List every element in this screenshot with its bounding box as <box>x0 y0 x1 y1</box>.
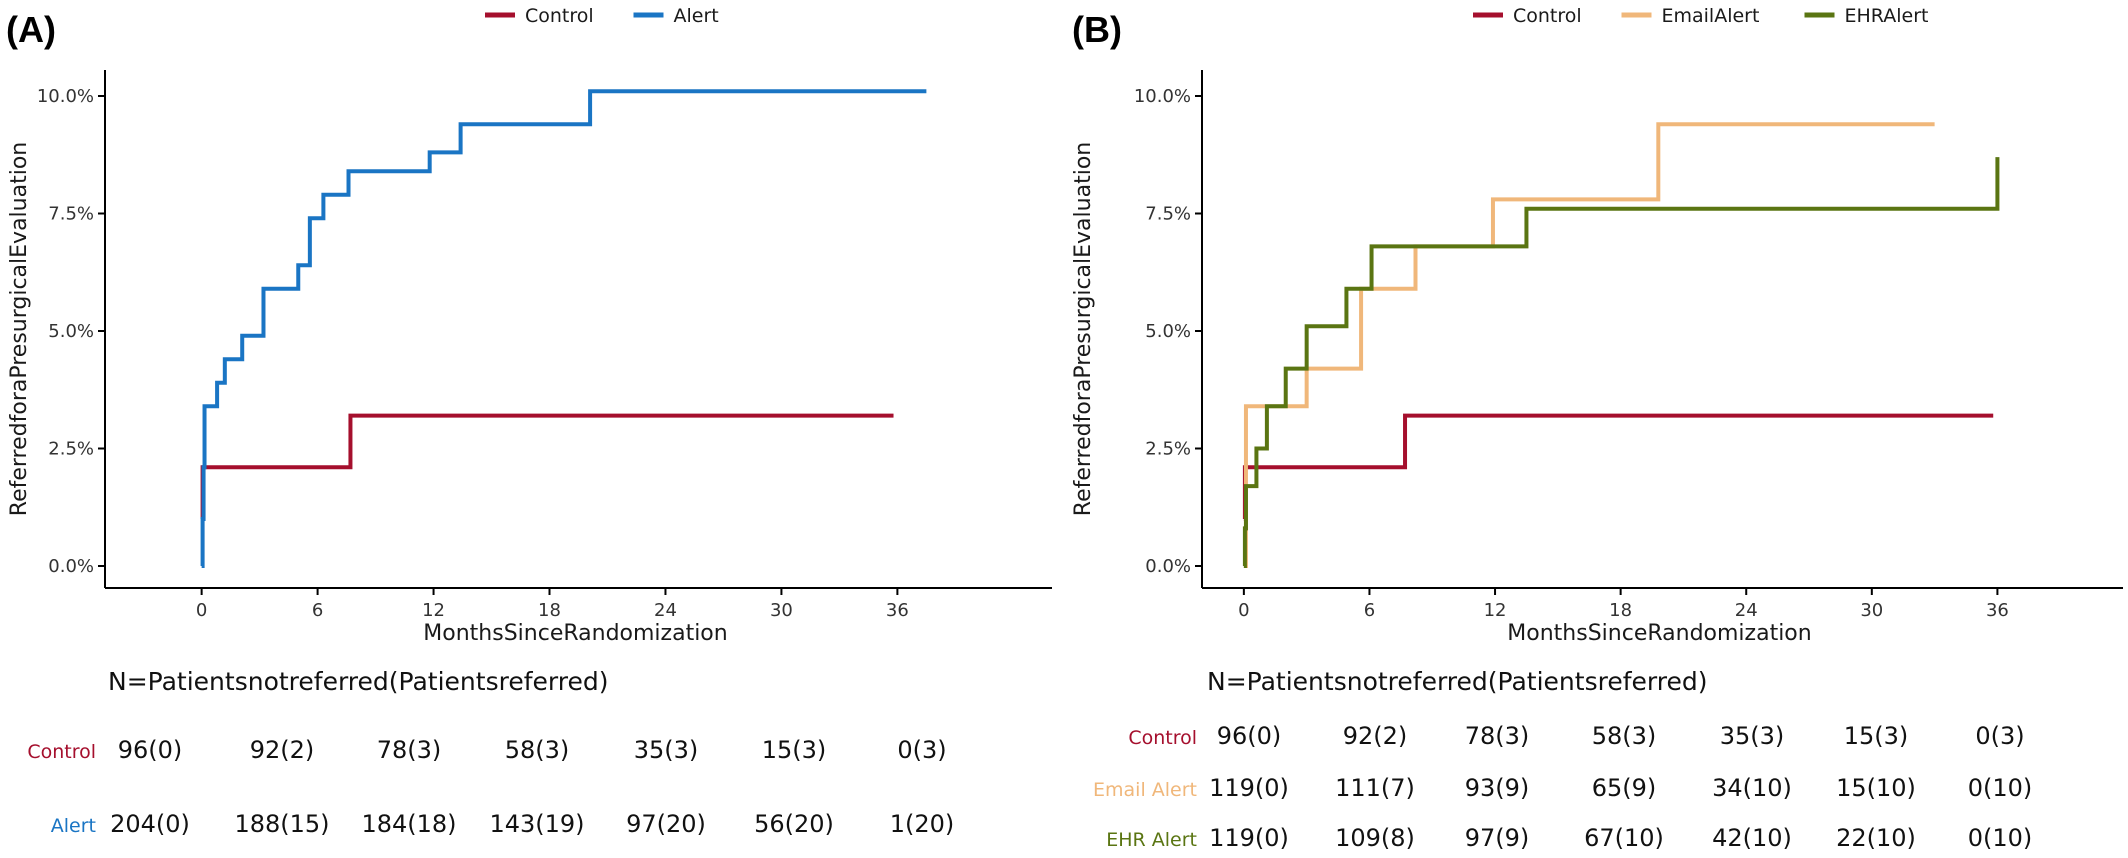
panel-b-risk-row-label: Email Alert <box>1093 779 1197 801</box>
panel-b-risk-cell: 92(2) <box>1343 722 1408 750</box>
panel-b-risk-cell: 0(10) <box>1968 824 2033 852</box>
panel-b-risk-cell: 93(9) <box>1465 774 1530 802</box>
panel-a-risk-cell: 78(3) <box>377 736 442 764</box>
panel-b-risk-row-label: Control <box>1128 727 1197 749</box>
panel-a-risk-cell: 92(2) <box>250 736 315 764</box>
panel-a-risk-row-label: Control <box>27 741 96 763</box>
panel-b-series-control <box>1242 413 1994 521</box>
panel-b-risk-cell: 22(10) <box>1836 824 1916 852</box>
panel-b-x-tick-label: 18 <box>1609 600 1632 621</box>
panel-a-x-tick-label: 18 <box>538 600 561 621</box>
panel-b-risk-cell: 119(0) <box>1209 824 1289 852</box>
panel-a-risk-cell: 188(15) <box>234 810 329 838</box>
panel-b-risk-cell: 35(3) <box>1720 722 1785 750</box>
panel-a-series-alert <box>200 89 927 568</box>
panel-b-label: (B) <box>1072 9 1122 50</box>
panel-a-risk-cell: 58(3) <box>505 736 570 764</box>
panel-a-x-axis-title: MonthsSinceRandomization <box>423 621 727 646</box>
panel-a-x-tick-label: 12 <box>422 600 445 621</box>
panel-b-risk-cell: 0(3) <box>1975 722 2024 750</box>
panel-a-risk-cell: 143(19) <box>489 810 584 838</box>
panel-a-x-tick-label: 0 <box>196 600 207 621</box>
panel-b-risk-cell: 34(10) <box>1712 774 1792 802</box>
panel-a-risk-table-title: N=Patientsnotreferred(Patientsreferred) <box>108 667 608 696</box>
panel-b-risk-cell: 0(10) <box>1968 774 2033 802</box>
panel-b-risk-cell: 109(8) <box>1335 824 1415 852</box>
panel-b-x-axis-title: MonthsSinceRandomization <box>1507 621 1811 646</box>
panel-b-risk-cell: 15(3) <box>1844 722 1909 750</box>
panel-b-risk-cell: 67(10) <box>1584 824 1664 852</box>
panel-a-y-tick-label: 0.0% <box>48 556 94 577</box>
panel-b-series-ehralert <box>1242 157 2000 568</box>
panel-a-label: (A) <box>6 9 56 50</box>
panel-b-risk-cell: 111(7) <box>1335 774 1415 802</box>
panel-a-risk-cell: 204(0) <box>110 810 190 838</box>
panel-b-x-tick-label: 6 <box>1364 600 1375 621</box>
panel-b-y-tick-label: 10.0% <box>1134 86 1191 107</box>
panel-b-x-tick-label: 0 <box>1238 600 1249 621</box>
panel-a-risk-cell: 1(20) <box>890 810 955 838</box>
panel-a-risk-cell: 15(3) <box>762 736 827 764</box>
panel-a-y-tick-label: 2.5% <box>48 439 94 460</box>
panel-b-y-axis-title: ReferredforaPresurgicalEvaluation <box>1071 142 1096 516</box>
panel-a-y-axis-title: ReferredforaPresurgicalEvaluation <box>7 142 32 516</box>
panel-a-y-tick-label: 5.0% <box>48 321 94 342</box>
panel-b-legend-label-1: EmailAlert <box>1662 5 1760 27</box>
panel-a-x-tick-label: 36 <box>886 600 909 621</box>
panel-b-risk-cell: 15(10) <box>1836 774 1916 802</box>
panel-a-legend-label-0: Control <box>525 5 594 27</box>
panel-a-x-tick-label: 30 <box>770 600 793 621</box>
panel-b-risk-cell: 119(0) <box>1209 774 1289 802</box>
panel-a-risk-row-label: Alert <box>51 815 96 837</box>
panel-a-risk-cell: 56(20) <box>754 810 834 838</box>
panel-b-y-tick-label: 7.5% <box>1145 204 1191 225</box>
panel-b-y-tick-label: 5.0% <box>1145 321 1191 342</box>
panel-a-risk-cell: 97(20) <box>626 810 706 838</box>
panel-b-risk-cell: 97(9) <box>1465 824 1530 852</box>
panel-b-x-tick-label: 30 <box>1860 600 1883 621</box>
panel-b-risk-row-label: EHR Alert <box>1106 829 1197 851</box>
panel-b-risk-table-title: N=Patientsnotreferred(Patientsreferred) <box>1207 667 1707 696</box>
panel-a-x-tick-label: 6 <box>312 600 323 621</box>
panel-b-risk-cell: 65(9) <box>1592 774 1657 802</box>
panel-b-series-emailalert <box>1243 122 1935 568</box>
panel-b-x-tick-label: 12 <box>1484 600 1507 621</box>
panel-a-legend-label-1: Alert <box>674 5 719 27</box>
panel-b-risk-cell: 42(10) <box>1712 824 1792 852</box>
panel-b-risk-cell: 58(3) <box>1592 722 1657 750</box>
panel-b-legend-label-0: Control <box>1513 5 1582 27</box>
panel-b-y-tick-label: 2.5% <box>1145 439 1191 460</box>
panel-b-risk-cell: 78(3) <box>1465 722 1530 750</box>
panel-b-risk-cell: 96(0) <box>1217 722 1282 750</box>
panel-a-x-tick-label: 24 <box>654 600 677 621</box>
panel-a-y-tick-label: 10.0% <box>37 86 94 107</box>
panel-a-risk-cell: 96(0) <box>118 736 183 764</box>
panel-b-y-tick-label: 0.0% <box>1145 556 1191 577</box>
panel-b-x-tick-label: 24 <box>1735 600 1758 621</box>
panel-a-risk-cell: 184(18) <box>361 810 456 838</box>
panel-a-risk-cell: 0(3) <box>897 736 946 764</box>
panel-a-series-control <box>200 413 894 521</box>
panel-a-y-tick-label: 7.5% <box>48 204 94 225</box>
panel-b-legend-label-2: EHRAlert <box>1845 5 1929 27</box>
panel-a-risk-cell: 35(3) <box>634 736 699 764</box>
panel-b-x-tick-label: 36 <box>1986 600 2009 621</box>
